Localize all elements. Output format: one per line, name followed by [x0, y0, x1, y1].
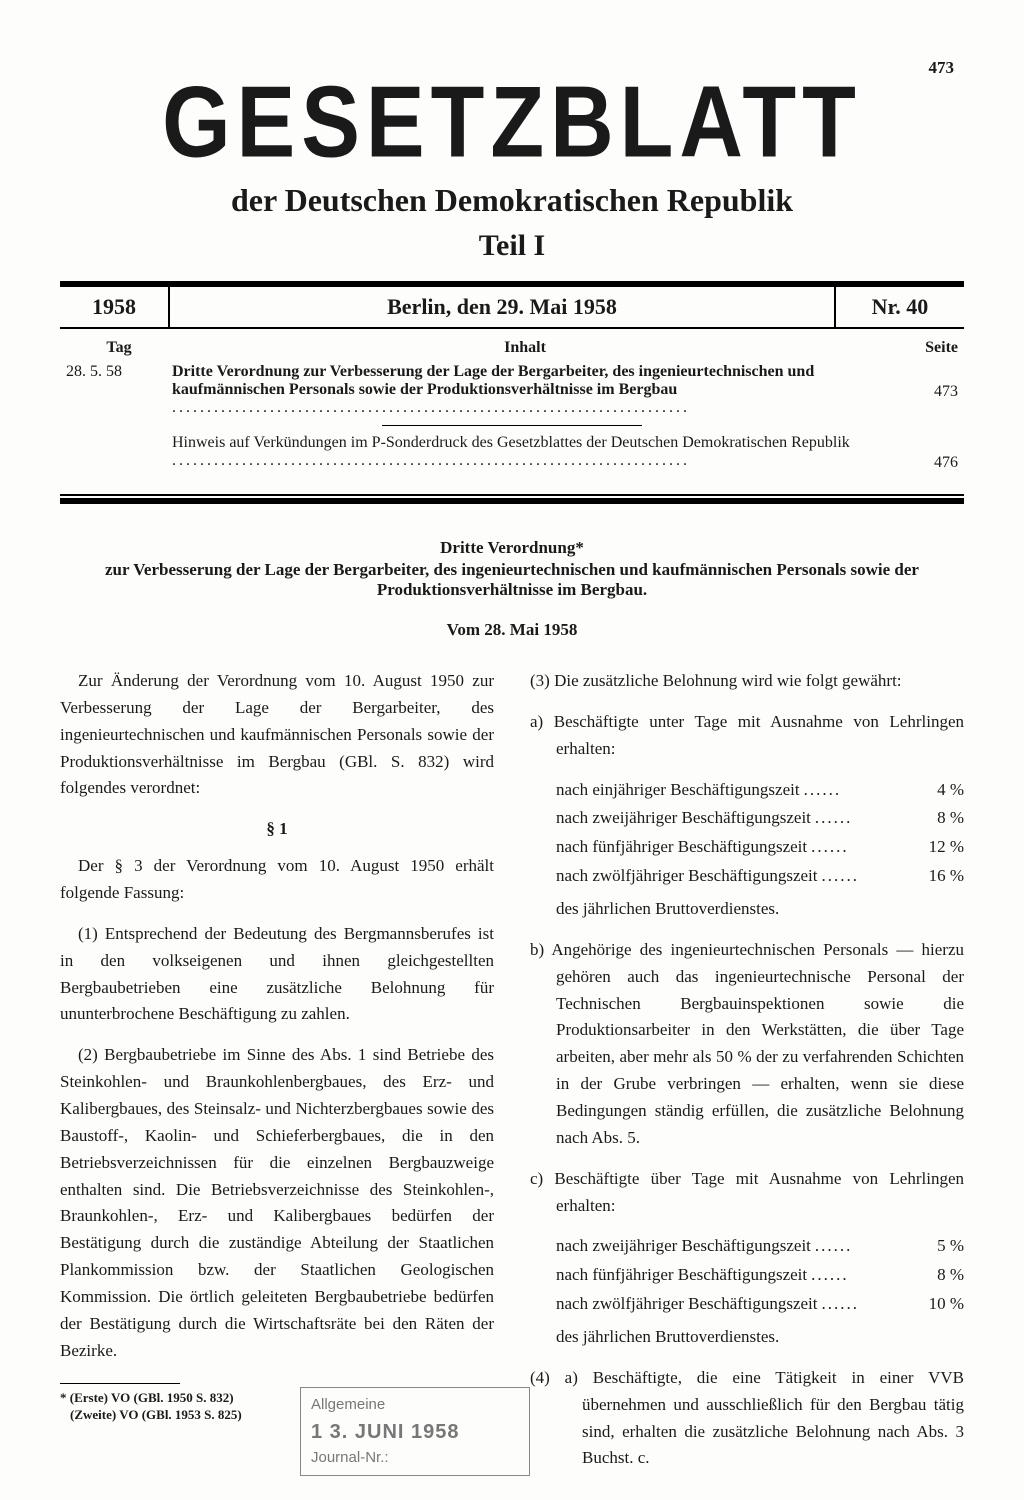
section-symbol: § 1 [60, 816, 494, 843]
toc-entry: 28. 5. 58 Dritte Verordnung zur Verbesse… [66, 363, 958, 417]
toc-head-title: Inhalt [172, 339, 878, 357]
paragraph-abs1: (1) Entsprechend der Bedeutung des Bergm… [60, 921, 494, 1028]
rate-pct: 8 % [931, 1262, 964, 1289]
rate-label: nach fünfjähriger Beschäftigungszeit [556, 834, 807, 861]
toc-divider [382, 425, 642, 426]
gazette-part: Teil I [60, 229, 964, 263]
rate-pct: 4 % [931, 777, 964, 804]
rate-dots: ...... [811, 805, 931, 832]
gazette-subtitle: der Deutschen Demokratischen Republik [60, 182, 964, 219]
stamp-date: 1 3. JUNI 1958 [311, 1417, 519, 1447]
stamp-line: Journal-Nr.: [311, 1447, 519, 1470]
issue-bar: 1958 Berlin, den 29. Mai 1958 Nr. 40 [60, 281, 964, 329]
ordinance-date: Vom 28. Mai 1958 [60, 620, 964, 640]
issue-year: 1958 [60, 287, 170, 327]
rate-line: nach zwölfjähriger Beschäftigungszeit...… [530, 863, 964, 890]
rate-pct: 5 % [931, 1233, 964, 1260]
paragraph-abs2: (2) Bergbaubetriebe im Sinne des Abs. 1 … [60, 1042, 494, 1364]
ordinance-title-line2: zur Verbesserung der Lage der Bergarbeit… [70, 560, 954, 600]
rate-label: nach fünfjähriger Beschäftigungszeit [556, 1262, 807, 1289]
ordinance-header: Dritte Verordnung* zur Verbesserung der … [60, 538, 964, 600]
paragraph: Der § 3 der Verordnung vom 10. August 19… [60, 853, 494, 907]
rate-label: nach zwölfjähriger Beschäftigungszeit [556, 1291, 818, 1318]
toc-head-page: Seite [878, 339, 958, 357]
issue-place-date: Berlin, den 29. Mai 1958 [170, 287, 834, 327]
double-rule [60, 494, 964, 504]
paragraph-abs3: (3) Die zusätzliche Belohnung wird wie f… [530, 668, 964, 695]
rate-dots: ...... [818, 863, 923, 890]
rate-label: nach zwölfjähriger Beschäftigungszeit [556, 863, 818, 890]
toc-leaders: ........................................… [172, 452, 690, 469]
column-left: Zur Änderung der Verordnung vom 10. Augu… [60, 668, 494, 1486]
rate-pct: 16 % [923, 863, 964, 890]
rate-dots: ...... [811, 1233, 931, 1260]
library-stamp: Allgemeine 1 3. JUNI 1958 Journal-Nr.: [300, 1387, 530, 1476]
stamp-line: Allgemeine [311, 1394, 519, 1417]
issue-number: Nr. 40 [834, 287, 964, 327]
rate-line: nach einjähriger Beschäftigungszeit.....… [530, 777, 964, 804]
toc-entry-title: Hinweis auf Verkündungen im P-Sonderdruc… [172, 434, 850, 451]
rate-label: nach einjähriger Beschäftigungszeit [556, 777, 800, 804]
rate-label: nach zweijähriger Beschäftigungszeit [556, 1233, 811, 1260]
toc-entry-page: 476 [878, 434, 958, 472]
toc-entry-date: 28. 5. 58 [66, 363, 172, 381]
toc-entry: Hinweis auf Verkündungen im P-Sonderdruc… [66, 434, 958, 472]
rate-line: nach zweijähriger Beschäftigungszeit....… [530, 1233, 964, 1260]
rate-dots: ...... [807, 1262, 931, 1289]
rate-pct: 10 % [923, 1291, 964, 1318]
list-item-b: b) Angehörige des ingenieurtechnischen P… [530, 937, 964, 1152]
rate-dots: ...... [800, 777, 932, 804]
rate-line: nach fünfjähriger Beschäftigungszeit....… [530, 1262, 964, 1289]
list-item-c-head: c) Beschäftigte über Tage mit Ausnahme v… [530, 1166, 964, 1220]
column-right: (3) Die zusätzliche Belohnung wird wie f… [530, 668, 964, 1486]
gazette-title: GESETZBLATT [60, 71, 964, 172]
toc-leaders: ........................................… [172, 399, 690, 416]
table-of-contents: Tag Inhalt Seite 28. 5. 58 Dritte Verord… [60, 329, 964, 490]
ordinance-title-line1: Dritte Verordnung* [70, 538, 954, 558]
rate-dots: ...... [818, 1291, 923, 1318]
rate-dots: ...... [807, 834, 922, 861]
rate-tail: des jährlichen Bruttoverdienstes. [530, 896, 964, 923]
rate-pct: 8 % [931, 805, 964, 832]
rate-pct: 12 % [923, 834, 964, 861]
list-item-a-head: a) Beschäftigte unter Tage mit Ausnahme … [530, 709, 964, 763]
toc-entry-title: Dritte Verordnung zur Verbesserung der L… [172, 363, 814, 398]
intro-paragraph: Zur Änderung der Verordnung vom 10. Augu… [60, 668, 494, 802]
toc-head-day: Tag [66, 339, 172, 357]
rate-line: nach zwölfjähriger Beschäftigungszeit...… [530, 1291, 964, 1318]
rate-tail: des jährlichen Bruttoverdienstes. [530, 1324, 964, 1351]
toc-entry-page: 473 [878, 363, 958, 401]
rate-line: nach fünfjähriger Beschäftigungszeit....… [530, 834, 964, 861]
rate-label: nach zweijähriger Beschäftigungszeit [556, 805, 811, 832]
footnote-rule [60, 1383, 180, 1384]
body-columns: Zur Änderung der Verordnung vom 10. Augu… [60, 668, 964, 1486]
paragraph-abs4a: (4) a) Beschäftigte, die eine Tätigkeit … [530, 1365, 964, 1472]
masthead: GESETZBLATT der Deutschen Demokratischen… [60, 78, 964, 263]
rate-line: nach zweijähriger Beschäftigungszeit....… [530, 805, 964, 832]
